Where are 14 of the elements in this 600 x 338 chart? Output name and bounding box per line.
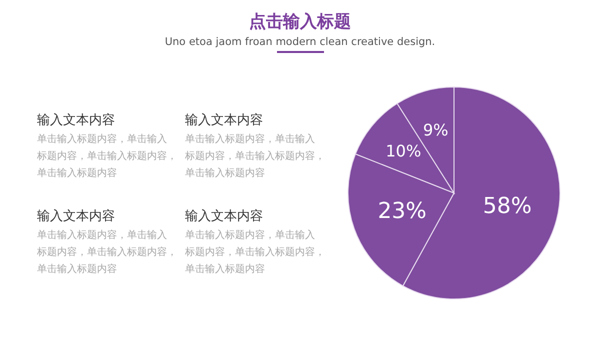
text: 单击输入标题内容，单击输入标题内容，单击输入标题内容，单击输入标题内容 bbox=[36, 229, 177, 275]
chart-title: 点击输入标题 bbox=[249, 12, 351, 32]
data-label: 9% bbox=[422, 120, 448, 140]
text: 单击输入标题内容，单击输入标题内容，单击输入标题内容，单击输入标题内容 bbox=[36, 133, 177, 179]
data-label: 23% bbox=[378, 199, 427, 224]
data-label: 58% bbox=[482, 194, 532, 220]
text: 单击输入标题内容，单击输入标题内容，单击输入标题内容，单击输入标题内容 bbox=[184, 229, 325, 275]
chart-subtitle: Uno etoa jaom froan modern clean creative design. bbox=[164, 36, 436, 48]
text: 输入文本内容 bbox=[185, 208, 263, 224]
text: 单击输入标题内容，单击输入标题内容，单击输入标题内容，单击输入标题内容 bbox=[184, 133, 325, 179]
text: 输入文本内容 bbox=[185, 112, 263, 128]
text: 输入文本内容 bbox=[37, 112, 115, 128]
data-label: 10% bbox=[386, 142, 422, 161]
text: 输入文本内容 bbox=[37, 208, 115, 224]
